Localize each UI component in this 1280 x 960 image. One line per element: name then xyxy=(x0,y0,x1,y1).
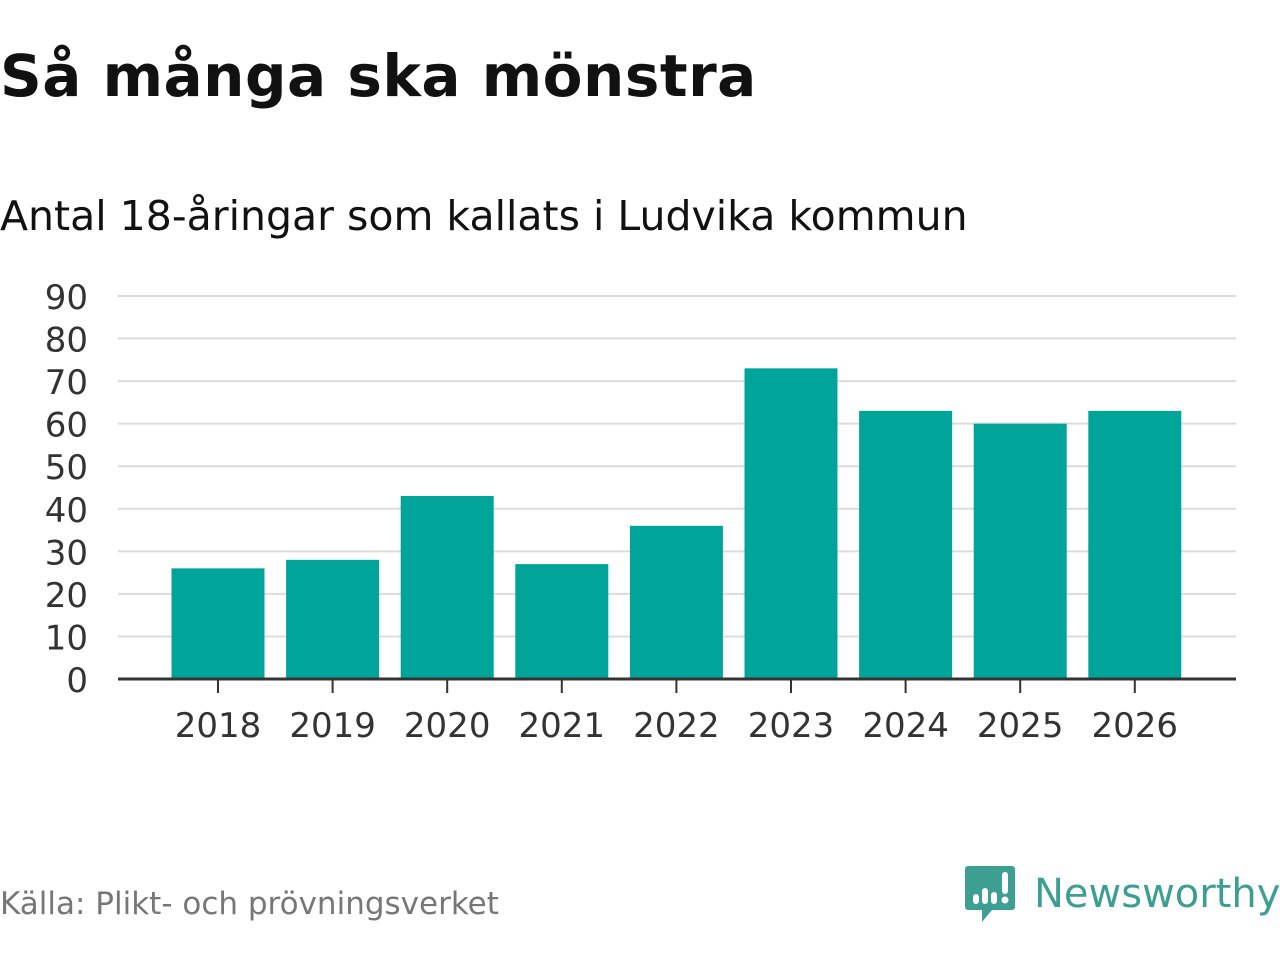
newsworthy-logo-icon xyxy=(965,866,1015,922)
x-tick-label: 2019 xyxy=(289,706,376,746)
chart-subtitle: Antal 18-åringar som kallats i Ludvika k… xyxy=(0,192,968,240)
y-tick-label: 70 xyxy=(45,363,88,403)
y-tick-label: 10 xyxy=(45,618,88,658)
x-tick-label: 2020 xyxy=(404,706,491,746)
y-tick-label: 80 xyxy=(45,321,88,361)
x-tick-label: 2026 xyxy=(1092,706,1179,746)
bar-2023 xyxy=(744,368,838,679)
y-tick-label: 50 xyxy=(45,448,88,488)
x-tick-label: 2024 xyxy=(862,706,949,746)
bar-2020 xyxy=(400,496,494,679)
x-tick-label: 2025 xyxy=(977,706,1064,746)
bar-2018 xyxy=(171,568,265,679)
newsworthy-logo: Newsworthy xyxy=(964,864,1280,924)
y-tick-label: 90 xyxy=(45,278,88,318)
y-tick-label: 0 xyxy=(66,661,88,701)
bar-2019 xyxy=(286,559,380,679)
bar-2021 xyxy=(515,564,609,679)
y-tick-label: 60 xyxy=(45,406,88,446)
x-tick-label: 2022 xyxy=(633,706,720,746)
chart-title: Så många ska mönstra xyxy=(0,42,757,110)
y-tick-label: 30 xyxy=(45,533,88,573)
bar-2026 xyxy=(1088,410,1182,679)
bar-2022 xyxy=(629,525,723,679)
x-tick-label: 2023 xyxy=(748,706,835,746)
bar-2025 xyxy=(973,423,1067,679)
x-tick-label: 2018 xyxy=(175,706,262,746)
y-tick-label: 20 xyxy=(45,576,88,616)
source-note: Källa: Plikt- och prövningsverket xyxy=(0,886,499,922)
y-tick-label: 40 xyxy=(45,491,88,531)
logo-text: Newsworthy xyxy=(1034,871,1280,917)
bar-2024 xyxy=(859,410,953,679)
x-tick-label: 2021 xyxy=(519,706,606,746)
